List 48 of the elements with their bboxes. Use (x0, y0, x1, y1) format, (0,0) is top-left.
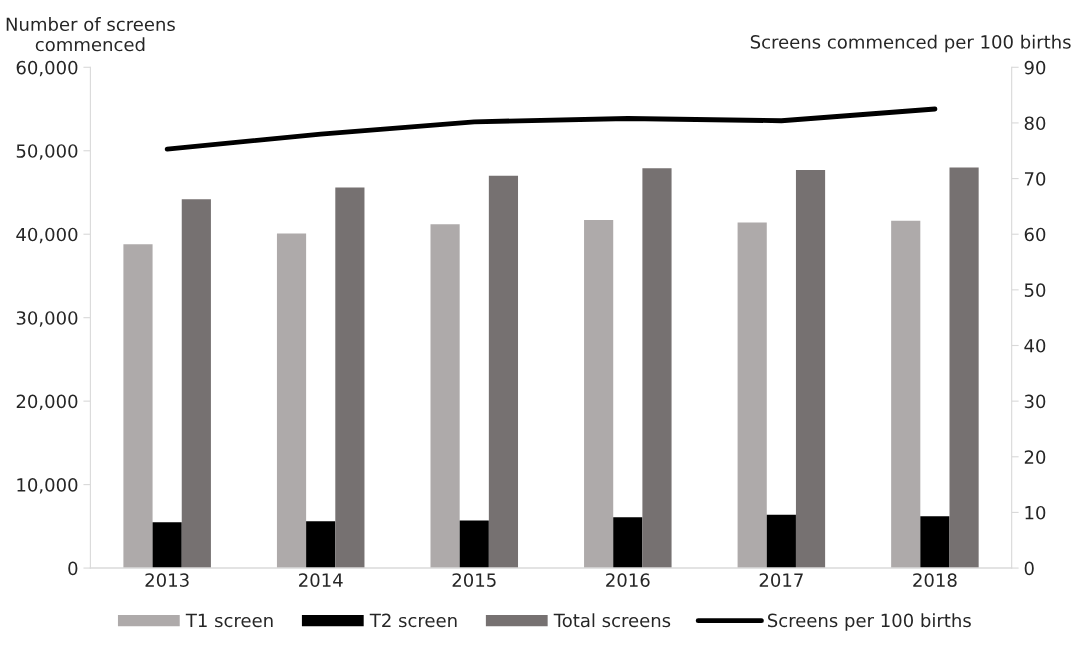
y2-tick-label: 50 (1024, 283, 1046, 297)
bar (488, 175, 519, 569)
y-axis-title: Number of screens commenced (6, 17, 175, 52)
bar (795, 169, 826, 569)
y2-tick-label: 30 (1024, 394, 1046, 409)
x-tick-label: 2013 (145, 573, 189, 587)
y2-tick-label: 70 (1024, 172, 1046, 186)
x-tick-label: 2017 (759, 573, 803, 587)
bar (891, 220, 921, 569)
y-tick-label: 30,000 (16, 311, 78, 327)
y-tick-label: 60,000 (16, 60, 78, 77)
bar (949, 167, 979, 569)
y-tick-label: 20,000 (16, 394, 78, 411)
y2-tick-label: 40 (1024, 338, 1046, 353)
y2-tick-label: 0 (1024, 561, 1034, 576)
y-tick-label: 40,000 (16, 227, 78, 244)
y2-tick-label: 10 (1025, 505, 1046, 520)
bar (766, 514, 796, 569)
y-tick-label: 0 (68, 561, 78, 576)
x-tick-label: 2016 (606, 573, 650, 587)
legend-label: Total screens (553, 613, 671, 628)
bar (584, 220, 614, 569)
bar (276, 233, 307, 569)
y2-tick-label: 20 (1024, 450, 1046, 464)
x-tick-label: 2015 (452, 573, 496, 587)
y-tick-label: 50,000 (16, 144, 78, 160)
bar (613, 517, 643, 569)
bar (123, 244, 153, 569)
legend-label: T1 screen (185, 613, 273, 628)
bar (430, 224, 460, 569)
bar (459, 520, 489, 569)
y2-tick-label: 60 (1024, 227, 1046, 242)
y2-tick-label: 90 (1024, 60, 1046, 75)
y-tick-label: 10,000 (17, 478, 78, 494)
legend-label: Screens per 100 births (767, 613, 971, 631)
bar (335, 187, 365, 569)
bar (181, 199, 211, 569)
bar (737, 222, 767, 569)
line-series (164, 106, 938, 152)
bar (642, 168, 672, 569)
bar (920, 516, 950, 569)
y2-tick-label: 80 (1024, 116, 1046, 131)
x-tick-label: 2018 (913, 573, 957, 587)
y2-axis-title: Screens commenced per 100 births (750, 34, 1071, 53)
bar (306, 521, 336, 569)
x-tick-label: 2014 (299, 573, 343, 587)
legend-label: T2 screen (369, 613, 457, 628)
bar (152, 522, 182, 569)
